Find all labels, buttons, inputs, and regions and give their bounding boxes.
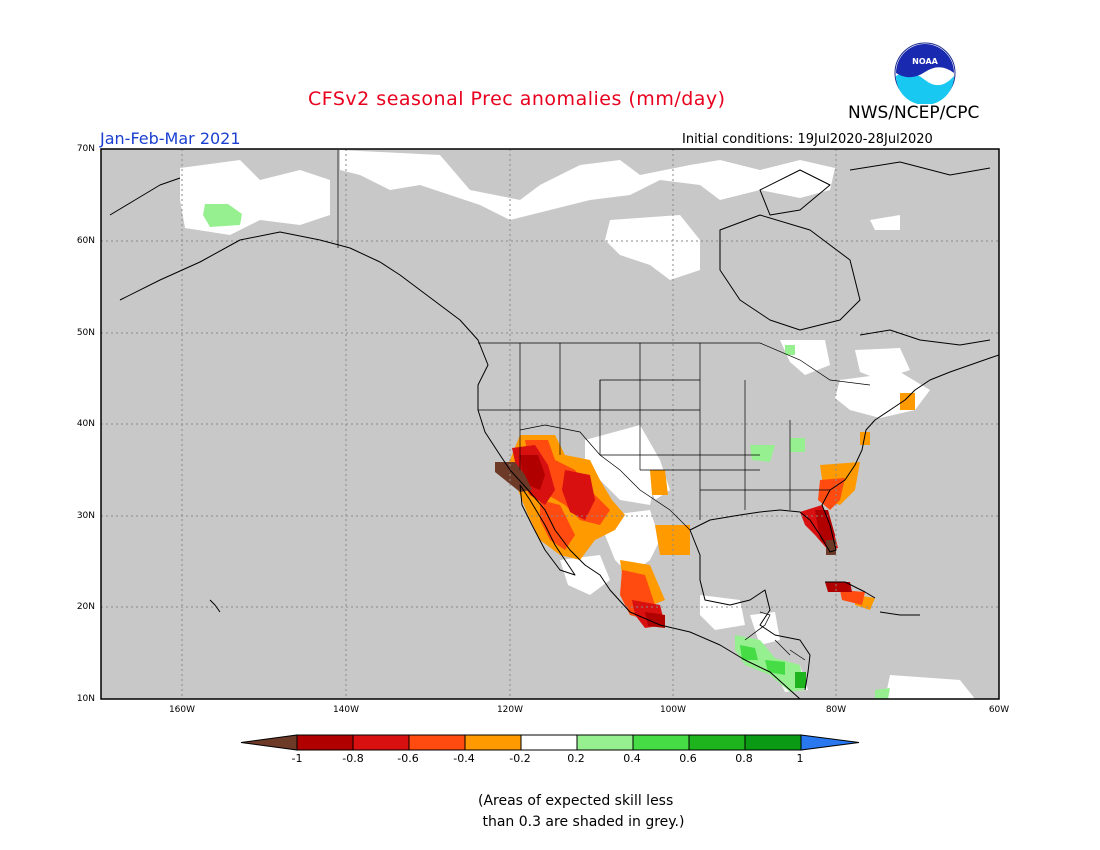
grid-lines <box>101 149 999 699</box>
chart-title: CFSv2 seasonal Prec anomalies (mm/day) <box>308 88 726 110</box>
colorbar-tick-label: -0.2 <box>509 752 531 765</box>
colorbar-swatch <box>352 734 410 751</box>
noaa-logo: NOAA <box>894 42 956 104</box>
lat-label: 10N <box>76 694 95 704</box>
lat-label: 70N <box>76 144 95 154</box>
noaa-logo-text: NOAA <box>912 57 938 66</box>
lon-label: 120W <box>496 705 524 715</box>
colorbar-tick-label: 1 <box>796 752 804 765</box>
initial-conditions-label: Initial conditions: 19Jul2020-28Jul2020 <box>682 132 933 147</box>
lon-label: 100W <box>659 705 687 715</box>
colorbar-swatch <box>296 734 354 751</box>
lat-label: 30N <box>76 511 95 521</box>
colorbar-arrow-low <box>240 734 298 751</box>
dry-anomaly-areas <box>495 393 915 628</box>
colorbar-tick-label: -1 <box>291 752 303 765</box>
colorbar-swatch <box>408 734 466 751</box>
lat-label: 60N <box>76 236 95 246</box>
grey-skill-mask <box>101 149 999 699</box>
colorbar-tick-label: 0.2 <box>567 752 585 765</box>
colorbar-swatch <box>464 734 522 751</box>
central-america-borders <box>744 611 806 661</box>
lon-label: 140W <box>332 705 360 715</box>
wet-anomaly-areas <box>203 204 890 699</box>
colorbar-arrow-high <box>800 734 860 751</box>
colorbar-tick-label: 0.6 <box>679 752 697 765</box>
colorbar-tick-label: 0.4 <box>623 752 641 765</box>
season-label: Jan-Feb-Mar 2021 <box>100 129 241 148</box>
colorbar-tick-label: -0.6 <box>397 752 419 765</box>
lat-label: 20N <box>76 602 95 612</box>
map-frame <box>100 148 1000 700</box>
lon-label: 60W <box>988 705 1010 715</box>
lat-label: 50N <box>76 328 95 338</box>
colorbar-swatch <box>520 734 578 751</box>
colorbar-swatch <box>576 734 634 751</box>
colorbar-tick-label: -0.8 <box>342 752 364 765</box>
state-borders <box>337 150 871 531</box>
skill-note: (Areas of expected skill less than 0.3 a… <box>478 793 685 830</box>
colorbar-tick-label: -0.4 <box>453 752 475 765</box>
colorbar-swatch <box>688 734 746 751</box>
organization-label: NWS/NCEP/CPC <box>848 103 980 123</box>
lat-label: 40N <box>76 419 95 429</box>
coastlines <box>109 161 999 699</box>
lon-label: 80W <box>825 705 847 715</box>
colorbar-tick-label: 0.8 <box>735 752 753 765</box>
colorbar-swatch <box>744 734 802 751</box>
colorbar-swatch <box>632 734 690 751</box>
lon-label: 160W <box>168 705 196 715</box>
